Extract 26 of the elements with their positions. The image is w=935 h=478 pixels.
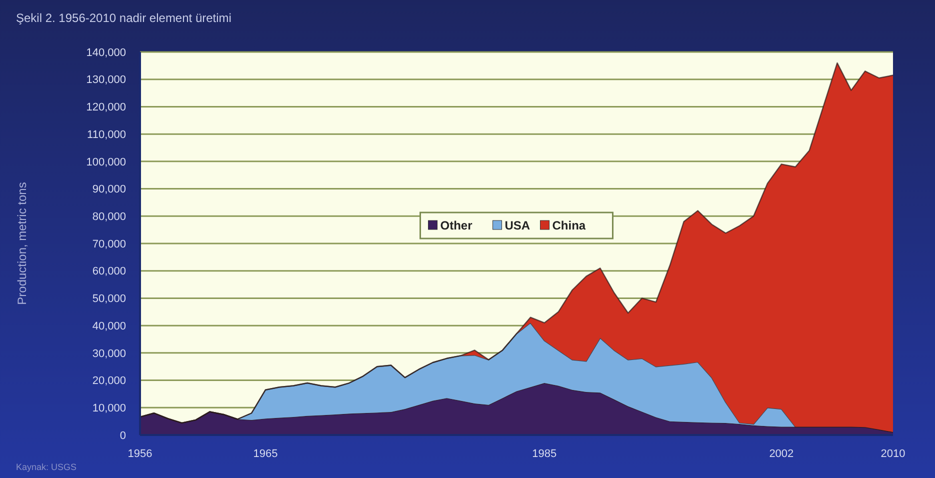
y-tick-label: 20,000 xyxy=(92,375,126,388)
x-tick-label: 1956 xyxy=(128,448,152,460)
x-tick-label: 2010 xyxy=(880,448,906,460)
x-tick-label: 2002 xyxy=(769,448,794,460)
y-tick-label: 100,000 xyxy=(86,156,126,168)
x-tick-label: 1985 xyxy=(532,448,557,460)
y-tick-label: 40,000 xyxy=(92,320,126,332)
y-axis-title: Production, metric tons xyxy=(15,182,29,305)
x-tick-label: 1965 xyxy=(253,448,278,460)
y-tick-label: 70,000 xyxy=(92,238,126,250)
y-tick-label: 30,000 xyxy=(92,348,126,360)
chart-title: Şekil 2. 1956-2010 nadir element üretimi xyxy=(16,11,232,25)
legend-label: USA xyxy=(504,218,530,233)
y-tick-label: 130,000 xyxy=(86,74,126,86)
legend-label: China xyxy=(552,218,586,233)
legend-label: Other xyxy=(440,218,473,233)
y-tick-label: 90,000 xyxy=(92,184,126,196)
y-tick-label: 0 xyxy=(120,430,126,442)
y-tick-label: 60,000 xyxy=(92,266,126,278)
y-tick-label: 140,000 xyxy=(86,46,126,59)
y-tick-label: 120,000 xyxy=(86,102,126,114)
y-tick-label: 50,000 xyxy=(92,293,126,306)
y-tick-label: 10,000 xyxy=(92,402,126,414)
y-tick-label: 80,000 xyxy=(92,210,126,223)
text: Kaynak: USGS xyxy=(16,462,77,472)
y-tick-label: 110,000 xyxy=(87,128,126,141)
